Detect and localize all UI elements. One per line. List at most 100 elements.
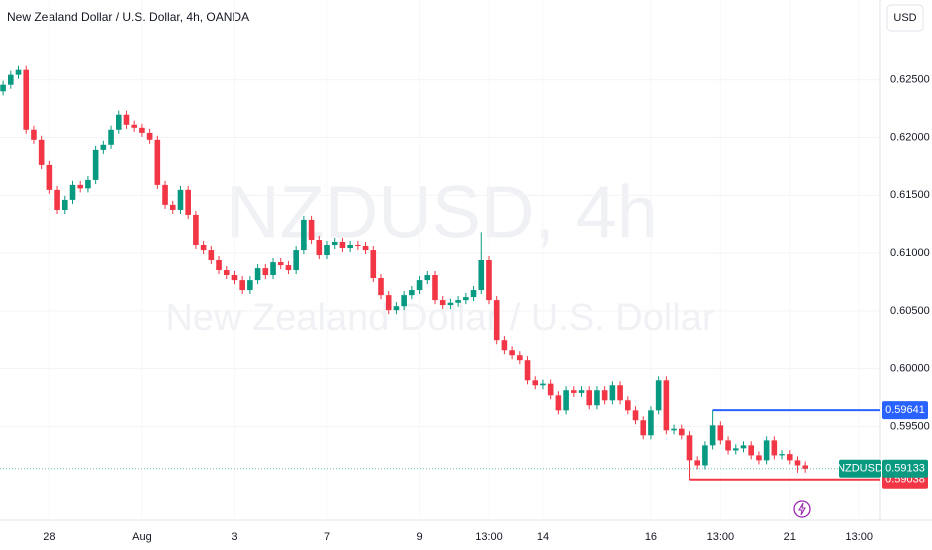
candle-body [779, 454, 785, 456]
candle-body [463, 297, 469, 301]
candle-body [648, 410, 654, 436]
candle-body [139, 127, 145, 133]
x-tick-label: Aug [132, 531, 152, 543]
candle-body [625, 400, 631, 411]
x-tick-label: 7 [324, 531, 330, 543]
candle-body [108, 129, 114, 145]
last-price-tag [882, 459, 928, 478]
candle-body [725, 440, 731, 451]
candle-body [308, 219, 315, 241]
x-tick-label: 21 [784, 531, 796, 543]
candle-body [740, 445, 747, 449]
candle-body [439, 300, 446, 306]
candle-body [339, 241, 346, 248]
y-tick-label: 0.60000 [890, 363, 930, 375]
candle-body [262, 268, 269, 276]
currency-label[interactable]: USD [893, 12, 916, 24]
candle-body [54, 189, 60, 210]
x-tick-label: 16 [645, 531, 657, 543]
candle-body [432, 275, 438, 301]
x-tick-label: 9 [416, 531, 422, 543]
candle-body [247, 280, 253, 291]
candle-body [501, 340, 508, 351]
candle-body [424, 275, 431, 281]
candle-body [455, 300, 461, 303]
candle-body [678, 428, 685, 436]
candle-body [802, 465, 808, 469]
candle-body [524, 360, 531, 381]
candle-body [231, 275, 238, 281]
chart-title: New Zealand Dollar / U.S. Dollar, 4h, OA… [7, 10, 249, 24]
candle-body [15, 69, 22, 75]
candle-body [563, 390, 569, 411]
candle-body [771, 440, 778, 456]
x-tick-label: 13:00 [845, 531, 873, 543]
candle-body [277, 262, 284, 266]
y-tick-label: 0.60500 [890, 305, 930, 317]
candle-body [702, 445, 708, 466]
candle-body [185, 189, 191, 215]
candle-body [655, 380, 662, 411]
candle-body [85, 179, 91, 189]
candle-body [493, 300, 500, 341]
x-tick-label: 14 [537, 531, 549, 543]
candle-body [786, 454, 793, 461]
candle-body [77, 184, 84, 189]
candle-body [571, 390, 577, 393]
candle-body [162, 184, 168, 205]
candle-body [169, 204, 176, 210]
candle-body [517, 355, 523, 361]
candle-body [478, 260, 485, 291]
candle-body [385, 295, 392, 311]
candle-body [193, 214, 199, 245]
candle-body [285, 265, 292, 271]
replay-icon[interactable] [793, 500, 811, 518]
candle-body [23, 69, 30, 130]
candle-body [115, 114, 122, 130]
candle-body [100, 144, 107, 150]
candle-body [38, 139, 45, 165]
candle-body [756, 455, 762, 461]
y-tick-label: 0.62000 [890, 131, 930, 143]
candle-body [671, 428, 677, 431]
candle-body [293, 250, 299, 271]
candle-body [540, 383, 546, 386]
candle-body [617, 385, 623, 401]
candle-body [594, 390, 600, 406]
candle-body [686, 435, 693, 461]
candle-body [123, 114, 130, 125]
candle-body [69, 184, 76, 200]
candle-body [555, 395, 562, 411]
candle-body [732, 448, 739, 451]
candle-body [694, 460, 701, 466]
candle-body [632, 410, 639, 421]
y-tick-label: 0.59500 [890, 420, 930, 432]
candle-body [401, 295, 407, 307]
candle-body [92, 149, 99, 180]
price-level-tag [882, 401, 928, 420]
candle-body [0, 84, 6, 92]
candle-body [416, 280, 423, 291]
candle-body [362, 246, 369, 251]
candle-body [609, 385, 616, 401]
candle-body [154, 139, 161, 185]
candle-body [486, 260, 492, 301]
candle-body [254, 268, 261, 281]
candle-body [347, 244, 353, 248]
currency-button[interactable] [886, 4, 924, 32]
candle-body [586, 390, 593, 406]
x-tick-label: 28 [43, 531, 55, 543]
x-tick-label: 3 [231, 531, 237, 543]
candle-body [447, 302, 454, 306]
last-price-label: 0.59133 [885, 463, 925, 475]
candle-body [216, 260, 222, 271]
x-tick-label: 13:00 [707, 531, 735, 543]
candle-body [601, 390, 608, 401]
candle-body [370, 250, 377, 279]
candle-body [355, 244, 361, 247]
candle-body [7, 74, 14, 85]
candle-body [146, 132, 153, 140]
candle-body [131, 124, 137, 128]
